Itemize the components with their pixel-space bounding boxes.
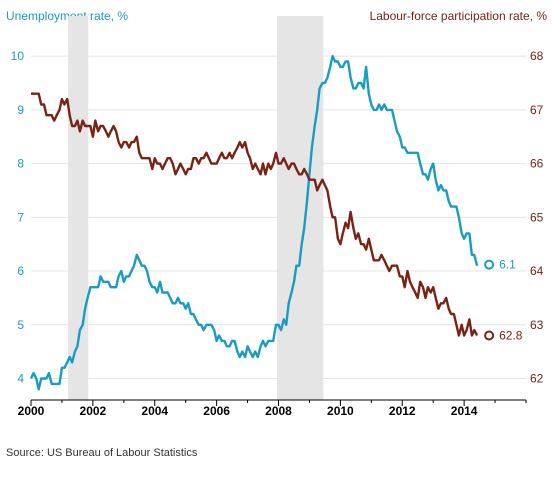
right-tick-63: 63 xyxy=(530,318,544,332)
recession-band-1 xyxy=(276,16,324,400)
x-ticks: 2000 2002 2004 2006 2008 2010 2012 2014 xyxy=(18,400,527,418)
left-tick-4: 4 xyxy=(17,372,24,386)
x-tick-2012: 2012 xyxy=(389,404,416,418)
left-tick-10: 10 xyxy=(11,49,25,63)
participation-end-marker xyxy=(484,330,495,341)
left-axis-title: Unemployment rate, % xyxy=(6,9,128,23)
x-tick-2008: 2008 xyxy=(265,404,292,418)
right-tick-68: 68 xyxy=(530,49,544,63)
left-tick-5: 5 xyxy=(17,318,24,332)
right-tick-65: 65 xyxy=(530,210,544,224)
left-tick-6: 6 xyxy=(17,264,24,278)
right-tick-62: 62 xyxy=(530,372,544,386)
x-tick-2014: 2014 xyxy=(451,404,478,418)
x-tick-2006: 2006 xyxy=(203,404,230,418)
x-tick-2002: 2002 xyxy=(80,404,107,418)
left-tick-7: 7 xyxy=(17,210,24,224)
right-axis-title: Labour-force participation rate, % xyxy=(370,9,548,23)
left-tick-8: 8 xyxy=(17,157,24,171)
right-tick-64: 64 xyxy=(530,264,544,278)
recession-bands xyxy=(68,16,324,400)
x-tick-2000: 2000 xyxy=(18,404,45,418)
unemployment-end-marker xyxy=(484,259,495,270)
left-tick-labels: 4 5 6 7 8 9 10 xyxy=(11,49,25,385)
x-tick-2004: 2004 xyxy=(141,404,168,418)
unemployment-rate-line xyxy=(29,54,479,391)
recession-band-0 xyxy=(68,16,89,400)
participation-end-label: 62.8 xyxy=(499,329,523,343)
participation-rate-line xyxy=(31,92,479,337)
unemployment-end-label: 6.1 xyxy=(499,258,516,272)
right-tick-67: 67 xyxy=(530,103,544,117)
source-note: Source: US Bureau of Labour Statistics xyxy=(6,447,198,459)
right-tick-66: 66 xyxy=(530,157,544,171)
left-tick-9: 9 xyxy=(17,103,24,117)
x-tick-2010: 2010 xyxy=(327,404,354,418)
right-tick-labels: 62 63 64 65 66 67 68 xyxy=(530,49,544,385)
